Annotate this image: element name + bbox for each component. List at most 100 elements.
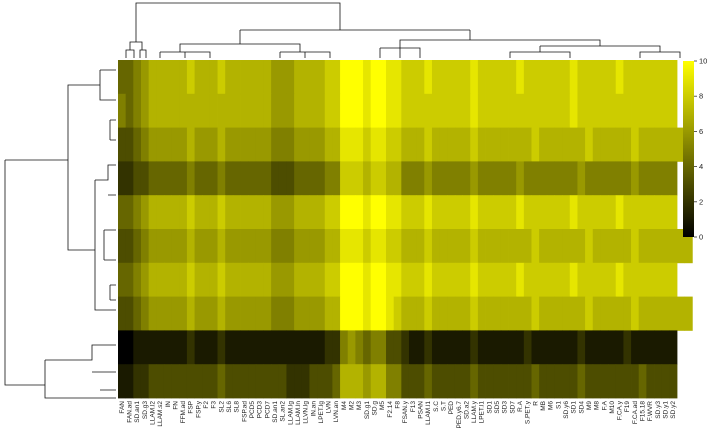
heatmap-cell <box>278 330 287 365</box>
heatmap-cell <box>631 195 640 230</box>
heatmap-cell <box>539 296 548 331</box>
heatmap-cell <box>500 195 509 230</box>
heatmap-cell <box>118 330 127 365</box>
heatmap-cell <box>286 161 295 196</box>
column-label: SD.an1 <box>272 401 279 423</box>
heatmap-cell <box>118 296 127 331</box>
heatmap-cell <box>669 93 678 128</box>
column-label: FSP.y <box>195 400 202 418</box>
heatmap-cell <box>439 161 448 196</box>
heatmap-cell <box>217 229 226 264</box>
heatmap-cell <box>516 330 525 365</box>
column-label: PCD7 <box>264 401 271 419</box>
heatmap-cell <box>416 229 425 264</box>
heatmap-cell <box>577 60 586 95</box>
heatmap-cell <box>225 93 234 128</box>
heatmap-cell <box>133 262 142 297</box>
heatmap-cell <box>140 262 150 297</box>
heatmap-cell <box>393 161 402 196</box>
heatmap-cell <box>523 127 532 162</box>
heatmap-cell <box>324 364 333 399</box>
heatmap-cell <box>531 229 540 264</box>
heatmap-cell <box>508 262 517 297</box>
heatmap-cell <box>539 161 548 196</box>
heatmap-cell <box>493 364 502 399</box>
heatmap-cell <box>140 127 150 162</box>
heatmap-cell <box>508 296 517 331</box>
heatmap-cell <box>317 93 326 128</box>
heatmap-cell <box>408 330 418 365</box>
heatmap-cell <box>240 296 249 331</box>
heatmap-cell <box>585 296 594 331</box>
heatmap-cell <box>225 127 234 162</box>
heatmap-cell <box>592 330 601 365</box>
heatmap-cell <box>225 364 234 399</box>
heatmap-cell <box>118 262 127 297</box>
heatmap-cell <box>301 195 310 230</box>
heatmap-cell <box>554 60 563 95</box>
heatmap-cell <box>125 262 134 297</box>
heatmap-cell <box>225 296 234 331</box>
heatmap-cell <box>148 262 157 297</box>
heatmap-cell <box>386 195 395 230</box>
heatmap-cell <box>661 127 670 162</box>
heatmap-cell <box>477 330 486 365</box>
heatmap-cell <box>500 161 509 196</box>
heatmap-cell <box>263 60 272 95</box>
heatmap-cell <box>477 296 486 331</box>
heatmap-cell <box>309 161 318 196</box>
heatmap-cell <box>271 364 280 399</box>
column-label: SL8 <box>234 401 241 413</box>
heatmap-cell <box>309 60 318 95</box>
heatmap-cell <box>539 93 548 128</box>
heatmap-cell <box>554 161 563 196</box>
heatmap-cell <box>454 127 463 162</box>
heatmap-cell <box>508 229 517 264</box>
heatmap-cell <box>585 161 594 196</box>
column-label: FSP.ad <box>241 401 248 422</box>
heatmap-cell <box>263 93 272 128</box>
heatmap-cell <box>179 262 188 297</box>
heatmap-cell <box>271 93 280 128</box>
heatmap-cell <box>271 127 280 162</box>
heatmap-cell <box>577 364 586 399</box>
heatmap-cell <box>516 229 525 264</box>
colorbar-tick-label: 10 <box>699 57 707 66</box>
heatmap-cell <box>454 93 463 128</box>
heatmap-cell <box>301 229 310 264</box>
heatmap-cell <box>654 93 663 128</box>
heatmap-cell <box>255 296 264 331</box>
column-label: LLAM.l1 <box>425 401 432 425</box>
heatmap-cell <box>232 262 241 297</box>
heatmap-cell <box>562 60 571 95</box>
heatmap-cell <box>370 93 379 128</box>
column-dendrogram <box>125 2 681 58</box>
heatmap-cell <box>424 262 433 297</box>
heatmap-cell <box>263 364 272 399</box>
heatmap-cell <box>286 60 295 95</box>
heatmap-cell <box>225 161 234 196</box>
heatmap-cell <box>317 229 326 264</box>
heatmap-cell <box>386 161 395 196</box>
column-label: LLAM.ln <box>295 401 302 425</box>
heatmap-cell <box>470 161 479 196</box>
heatmap-cell <box>562 127 571 162</box>
heatmap-cell <box>416 330 425 365</box>
heatmap-cell <box>240 127 249 162</box>
heatmap-cell <box>347 60 356 95</box>
heatmap-cell <box>278 229 287 264</box>
heatmap-cell <box>163 161 173 196</box>
heatmap-cell <box>531 127 540 162</box>
heatmap-cell <box>156 296 165 331</box>
heatmap-cell <box>569 161 578 196</box>
heatmap-cell <box>202 161 211 196</box>
heatmap-cell <box>546 195 555 230</box>
heatmap-cell <box>600 60 609 95</box>
heatmap-cell <box>232 229 241 264</box>
heatmap-cell <box>217 262 226 297</box>
heatmap-cell <box>646 195 655 230</box>
heatmap-cell <box>447 60 456 95</box>
heatmap-cell <box>562 296 571 331</box>
heatmap-cell <box>202 195 211 230</box>
heatmap-cell <box>569 93 578 128</box>
